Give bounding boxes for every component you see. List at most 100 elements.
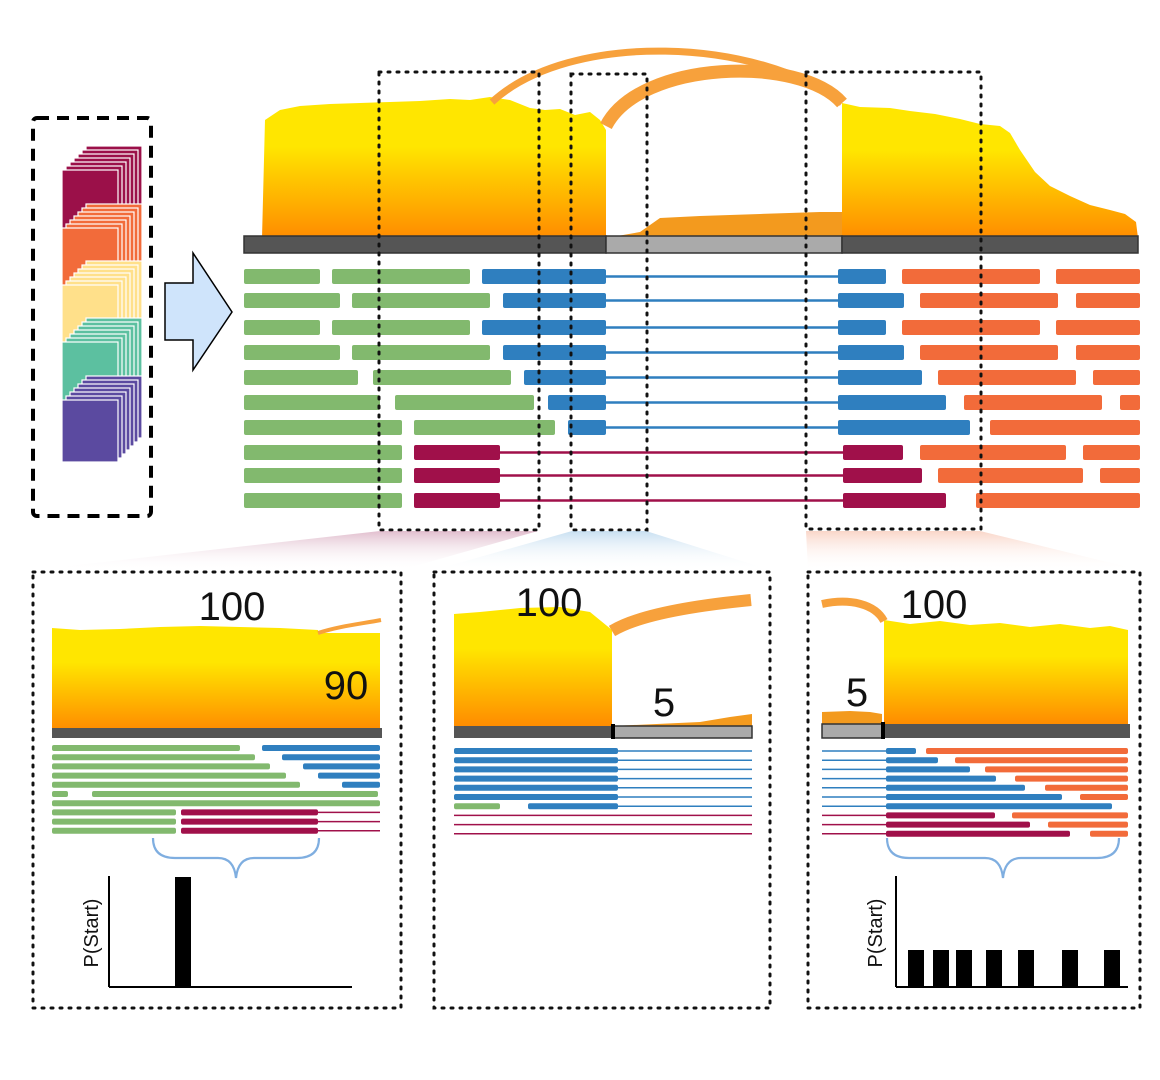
panel-3-histogram-bar <box>933 950 949 987</box>
read-segment <box>92 791 378 797</box>
read-segment <box>244 320 320 335</box>
read-segment <box>985 766 1128 773</box>
read-segment <box>920 293 1058 308</box>
curly-brace-icon <box>151 837 321 879</box>
read-segment <box>352 345 490 360</box>
read-segment <box>454 784 618 791</box>
read-segment <box>482 269 606 284</box>
zoom-fan-middle <box>434 531 770 570</box>
zoom-fan-right <box>806 531 1140 570</box>
panel-1-y-label: P(Start) <box>81 899 103 968</box>
coverage-track <box>243 47 1139 254</box>
read-segment <box>528 803 618 810</box>
panel-3-frame <box>806 570 1142 1010</box>
panel-3-histogram-bar <box>1018 950 1034 987</box>
read-segment <box>1100 468 1140 483</box>
panel-1-coverage <box>52 626 380 730</box>
panel-1-reads <box>52 745 380 834</box>
sample-stack-frame <box>31 116 153 518</box>
read-segment <box>524 370 606 385</box>
panel-2-coverage <box>454 607 612 726</box>
read-segment <box>244 293 340 308</box>
read-segment <box>955 757 1128 764</box>
splice-arc-short <box>600 64 847 130</box>
read-segment <box>976 493 1140 508</box>
panel-3-splice-arc <box>821 597 888 624</box>
panel-2-splice-arc <box>608 594 752 637</box>
read-segment <box>52 818 176 825</box>
read-segment <box>503 293 606 308</box>
panel-3-reads <box>822 748 1128 837</box>
read-segment <box>181 809 318 816</box>
zoom-window-middle <box>569 72 649 532</box>
panel-1-exon-bar <box>52 728 382 738</box>
read-segment <box>1093 370 1140 385</box>
read-segment <box>843 468 922 483</box>
read-segment <box>244 395 380 410</box>
read-segment <box>886 784 1025 791</box>
panel-3-histogram-bar <box>986 950 1002 987</box>
panel-2-side-value: 5 <box>653 681 675 725</box>
panel-1-frame <box>31 570 403 1010</box>
read-segment <box>838 345 904 360</box>
detail-panel-1: 100 90 P(Start) <box>31 570 403 1010</box>
panel-2-junction-mark <box>611 724 615 739</box>
read-segment <box>244 468 402 483</box>
read-segment <box>52 745 240 751</box>
read-segment <box>454 794 618 800</box>
read-segment <box>886 821 1030 828</box>
read-segment <box>938 468 1083 483</box>
panel-1-side-value: 90 <box>324 664 369 708</box>
read-segment <box>1012 812 1128 819</box>
panel-1-histogram: P(Start) <box>81 876 352 988</box>
read-segment <box>838 269 886 284</box>
panel-2-intron-coverage <box>612 714 752 726</box>
read-segment <box>886 812 995 819</box>
panel-3-histogram-bar <box>1062 950 1078 987</box>
detail-panel-2: 100 5 <box>432 570 772 1010</box>
read-segment <box>886 775 996 782</box>
read-segment <box>1076 293 1140 308</box>
read-segment <box>990 420 1140 435</box>
read-segment <box>454 803 500 810</box>
read-segment <box>1090 830 1128 837</box>
read-segment <box>342 781 380 788</box>
panel-3-junction-mark <box>881 722 885 739</box>
panel-1-histogram-bar <box>175 877 191 987</box>
read-segment <box>244 370 358 385</box>
panel-2-frame <box>432 570 772 1010</box>
read-segment <box>244 445 402 460</box>
read-segment <box>838 293 904 308</box>
panel-3-histogram-bar <box>956 950 972 987</box>
read-segment <box>454 766 618 773</box>
read-segment <box>454 757 618 764</box>
read-segment <box>244 345 340 360</box>
read-segment <box>414 445 500 460</box>
read-segment <box>482 320 606 335</box>
panel-3-histogram-bars <box>908 950 1120 987</box>
read-segment <box>886 794 1062 800</box>
read-segment <box>548 395 606 410</box>
zoom-fan-left <box>33 531 538 570</box>
panel-3-exon-bar <box>884 724 1130 738</box>
read-segment <box>282 754 380 761</box>
panel-3-top-value: 100 <box>901 583 968 627</box>
read-segment <box>843 445 903 460</box>
read-segment <box>886 748 916 754</box>
right-arrow-icon <box>164 250 233 373</box>
sample-stack-icon <box>61 145 143 463</box>
read-segment <box>52 791 68 797</box>
read-segment <box>838 320 886 335</box>
coverage-exon-1 <box>262 97 606 238</box>
read-segment <box>414 493 500 508</box>
read-segment <box>244 493 402 508</box>
read-segment <box>332 320 470 335</box>
read-segment <box>1120 395 1140 410</box>
read-segment <box>886 766 970 773</box>
panel-3-histogram-bar <box>1104 950 1120 987</box>
panel-1-top-value: 100 <box>199 585 266 629</box>
read-segment <box>1080 794 1128 800</box>
panel-3-coverage <box>884 620 1128 724</box>
read-segment <box>838 420 970 435</box>
